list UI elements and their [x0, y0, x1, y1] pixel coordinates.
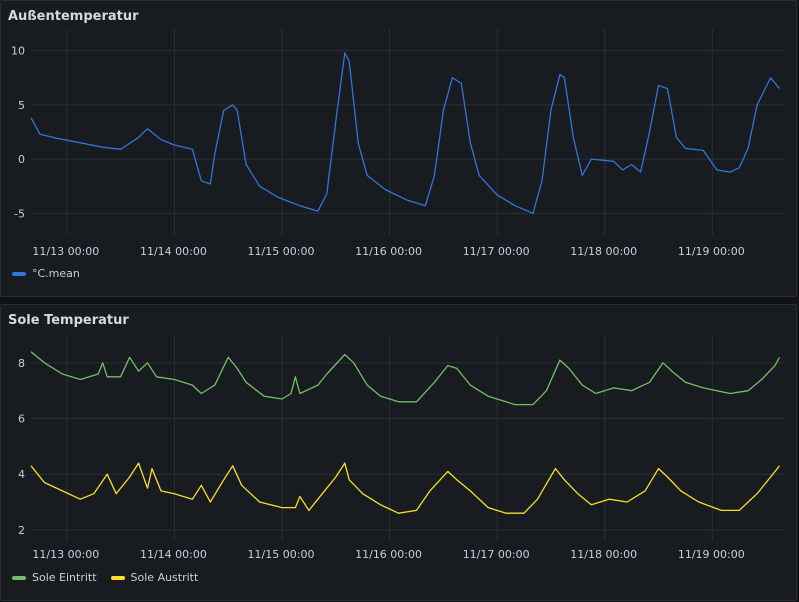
- series-line-sole-eintritt[interactable]: [30, 351, 781, 406]
- y-tick-label: 10: [11, 45, 25, 58]
- y-tick-label: 2: [18, 524, 25, 537]
- x-tick-label: 11/19 00:00: [678, 245, 745, 258]
- x-tick-label: 11/13 00:00: [32, 548, 99, 561]
- legend-item-sole-austritt[interactable]: Sole Austritt: [110, 571, 199, 584]
- y-tick-label: -5: [14, 207, 25, 220]
- x-tick-label: 11/19 00:00: [678, 548, 745, 561]
- y-tick-label: 4: [18, 468, 25, 481]
- x-tick-label: 11/16 00:00: [355, 245, 422, 258]
- legend-swatch: [12, 575, 26, 580]
- x-tick-label: 11/13 00:00: [32, 245, 99, 258]
- legend-swatch: [12, 271, 26, 276]
- x-tick-label: 11/17 00:00: [463, 548, 530, 561]
- y-tick-label: 5: [18, 99, 25, 112]
- y-tick-label: 6: [18, 413, 25, 426]
- panel-title[interactable]: Sole Temperatur: [8, 313, 129, 328]
- legend-swatch: [110, 575, 125, 580]
- x-tick-label: 11/14 00:00: [140, 245, 207, 258]
- chart-aussentemperatur: -5 0 5 10 11/13 00:00 11/14 00:00 11/15 00:00 1…: [11, 29, 784, 258]
- legend-item-celsius-mean[interactable]: °C.mean: [12, 267, 80, 280]
- x-tick-label: 11/18 00:00: [570, 245, 637, 258]
- series-line-sole-austritt[interactable]: [30, 462, 781, 514]
- panel-aussentemperatur: Außentemperatur -5 0 5 10 11/13 00:00 11/14 0…: [0, 0, 797, 297]
- y-tick-label: 0: [18, 153, 25, 166]
- x-tick-label: 11/14 00:00: [140, 548, 207, 561]
- legend-label: °C.mean: [32, 267, 80, 280]
- legend: Sole Eintritt Sole Austritt: [12, 571, 198, 584]
- y-tick-label: 8: [18, 357, 25, 370]
- x-tick-label: 11/16 00:00: [355, 548, 422, 561]
- x-tick-label: 11/15 00:00: [248, 548, 315, 561]
- legend-item-sole-eintritt[interactable]: Sole Eintritt: [12, 571, 97, 584]
- series-line-c-mean[interactable]: [30, 52, 781, 214]
- legend-label: Sole Austritt: [130, 571, 199, 584]
- panel-title[interactable]: Außentemperatur: [8, 9, 139, 24]
- legend: °C.mean: [12, 267, 80, 280]
- x-tick-label: 11/17 00:00: [463, 245, 530, 258]
- x-tick-label: 11/18 00:00: [570, 548, 637, 561]
- x-tick-label: 11/15 00:00: [248, 245, 315, 258]
- chart-sole-temperatur: 2 4 6 8 11/13 00:00 11/14 00:00 11/15 00:00 11/…: [18, 335, 784, 561]
- panel-sole-temperatur: Sole Temperatur 2 4 6 8 11/13 00:00 11/14 00:…: [0, 304, 797, 601]
- legend-label: Sole Eintritt: [32, 571, 97, 584]
